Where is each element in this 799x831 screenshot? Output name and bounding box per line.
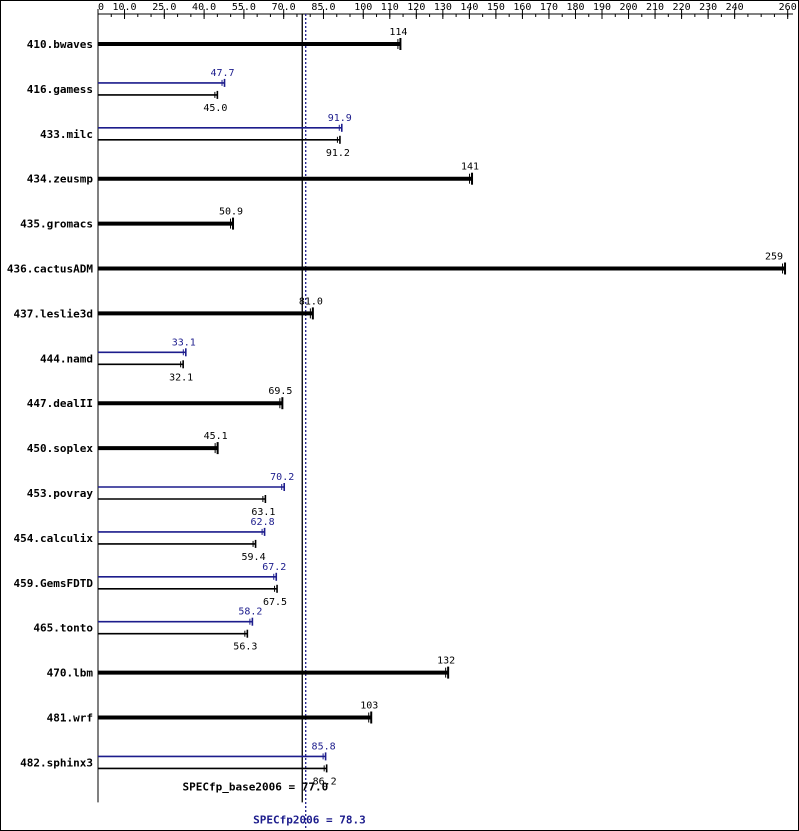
value-label-peak: 85.8 — [312, 741, 336, 752]
x-tick-label: 210 — [646, 2, 664, 13]
x-tick-label: 240 — [726, 2, 744, 13]
value-label-peak: 47.7 — [210, 68, 234, 79]
benchmark-label: 444.namd — [40, 352, 93, 365]
value-label-base: 63.1 — [251, 507, 275, 518]
benchmark-label: 436.cactusADM — [7, 263, 93, 276]
x-tick-label: 230 — [699, 2, 717, 13]
value-label-peak: 33.1 — [172, 337, 196, 348]
x-tick-label: 260 — [779, 2, 797, 13]
x-tick-label: 150 — [487, 2, 505, 13]
benchmark-label: 481.wrf — [47, 712, 93, 725]
reference-labels: SPECfp_base2006 = 77.0 SPECfp2006 = 78.3 — [183, 780, 366, 826]
value-label-base: 91.2 — [326, 148, 350, 159]
x-tick-label: 55.0 — [232, 2, 256, 13]
x-tick-label: 40.0 — [192, 2, 216, 13]
value-label-base: 45.0 — [203, 103, 227, 114]
value-label-base: 103 — [360, 701, 378, 712]
value-label-peak: 91.9 — [328, 113, 352, 124]
benchmark-label: 433.milc — [40, 128, 93, 141]
benchmark-label: 435.gromacs — [20, 218, 93, 231]
benchmark-label: 459.GemsFDTD — [14, 577, 94, 590]
x-tick-label: 220 — [673, 2, 691, 13]
value-label-base: 132 — [437, 656, 455, 667]
bars: 410.bwaves 114 416.gamess 47.7 45.0 433.milc 9… — [7, 27, 787, 787]
x-tick-label: 120 — [407, 2, 425, 13]
x-tick-label: 140 — [460, 2, 478, 13]
x-tick-label: 130 — [434, 2, 452, 13]
x-tick-label: 110 — [381, 2, 399, 13]
value-label-base: 32.1 — [169, 372, 193, 383]
reference-label-peak: SPECfp2006 = 78.3 — [253, 813, 366, 826]
benchmark-label: 416.gamess — [27, 83, 93, 96]
value-label-base: 50.9 — [219, 207, 243, 218]
value-label-base: 69.5 — [268, 386, 292, 397]
value-label-base: 114 — [389, 27, 407, 38]
benchmark-label: 437.leslie3d — [14, 307, 93, 320]
value-label-base: 56.3 — [233, 642, 257, 653]
value-label-peak: 67.2 — [262, 562, 286, 573]
value-label-base: 141 — [461, 162, 479, 173]
x-tick-label: 0 — [98, 2, 104, 13]
value-label-base: 45.1 — [204, 431, 228, 442]
benchmark-label: 482.sphinx3 — [20, 756, 93, 769]
value-label-base: 59.4 — [242, 552, 266, 563]
benchmark-label: 410.bwaves — [27, 38, 93, 51]
benchmark-label: 470.lbm — [47, 667, 94, 680]
x-tick-label: 160 — [513, 2, 531, 13]
x-tick-label: 100 — [354, 2, 372, 13]
x-tick-label: 180 — [566, 2, 584, 13]
x-tick-label: 25.0 — [152, 2, 176, 13]
benchmark-label: 447.dealII — [27, 397, 93, 410]
value-label-peak: 70.2 — [270, 472, 294, 483]
x-tick-label: 85.0 — [311, 2, 335, 13]
value-label-peak: 58.2 — [238, 607, 262, 618]
reference-label-base: SPECfp_base2006 = 77.0 — [183, 780, 329, 793]
benchmark-label: 453.povray — [27, 487, 94, 500]
value-label-base: 259 — [765, 252, 783, 263]
x-axis: 0 10.0 25.0 40.0 55.0 70.0 85.0 100 110 120 130 140… — [97, 2, 797, 803]
benchmark-label: 450.soplex — [27, 442, 94, 455]
benchmark-label: 454.calculix — [14, 532, 94, 545]
value-label-base: 67.5 — [263, 597, 287, 608]
value-label-base: 86.2 — [313, 776, 337, 787]
x-tick-label: 70.0 — [272, 2, 296, 13]
value-label-base: 81.0 — [299, 296, 323, 307]
benchmark-label: 434.zeusmp — [27, 173, 94, 186]
benchmark-label: 465.tonto — [33, 622, 93, 635]
value-label-peak: 62.8 — [251, 517, 275, 528]
x-tick-label: 170 — [540, 2, 558, 13]
x-tick-label: 10.0 — [112, 2, 136, 13]
x-tick-label: 200 — [620, 2, 638, 13]
x-tick-label: 190 — [593, 2, 611, 13]
